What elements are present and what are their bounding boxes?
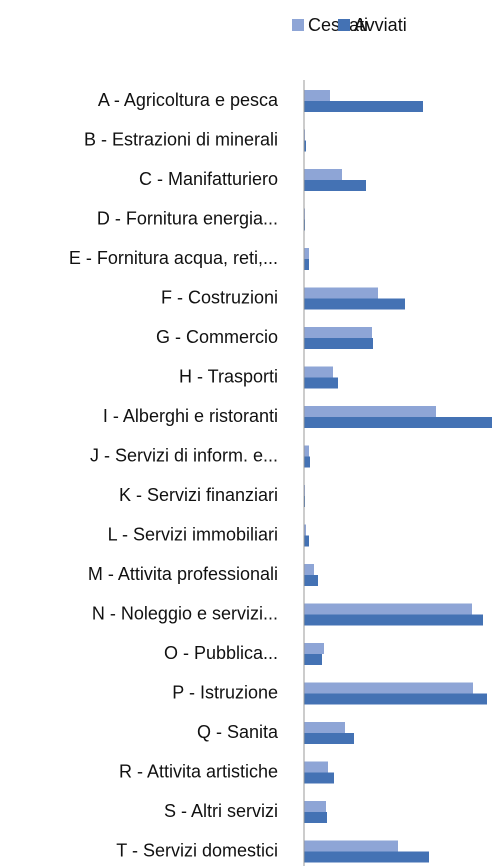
- bar: [304, 575, 318, 586]
- y-tick-label: T - Servizi domestici: [116, 840, 278, 860]
- bar: [304, 180, 366, 191]
- bar: [304, 614, 483, 626]
- legend-swatch: [338, 19, 350, 31]
- y-tick-label: Q - Sanita: [197, 722, 279, 742]
- bar: [304, 456, 310, 468]
- y-tick-label: C - Manifatturiero: [139, 169, 278, 189]
- legend-swatch: [292, 19, 304, 31]
- y-tick-label: G - Commercio: [156, 327, 278, 347]
- y-tick-label: S - Altri servizi: [164, 801, 278, 821]
- bar: [304, 761, 328, 773]
- bar: [304, 524, 306, 536]
- y-tick-label: L - Servizi immobiliari: [108, 524, 278, 544]
- bar: [304, 654, 322, 665]
- bar: [304, 417, 492, 428]
- bar: [304, 812, 327, 823]
- bar: [304, 722, 345, 733]
- bar: [304, 140, 306, 152]
- y-tick-label: O - Pubblica...: [164, 643, 278, 663]
- bar: [304, 643, 324, 654]
- y-tick-label: P - Istruzione: [172, 682, 278, 702]
- y-tick-label: H - Trasporti: [179, 366, 278, 386]
- bar: [304, 90, 330, 101]
- bar: [304, 693, 487, 705]
- y-tick-label: I - Alberghi e ristoranti: [103, 406, 278, 426]
- bar: [304, 377, 338, 389]
- bar: [304, 840, 398, 852]
- bar: [304, 287, 378, 299]
- y-tick-label: J - Servizi di inform. e...: [90, 445, 278, 465]
- y-tick-label: K - Servizi finanziari: [119, 485, 278, 505]
- y-tick-label: D - Fornitura energia...: [97, 208, 278, 228]
- y-tick-label: A - Agricoltura e pesca: [98, 90, 279, 110]
- y-tick-label: M - Attivita professionali: [88, 564, 278, 584]
- bar: [304, 603, 472, 615]
- bar: [304, 327, 372, 338]
- bar: [304, 772, 334, 784]
- y-tick-label: N - Noleggio e servizi...: [92, 603, 278, 623]
- bar: [304, 851, 429, 863]
- bar: [304, 535, 309, 547]
- bar: [304, 366, 333, 378]
- y-tick-label: F - Costruzioni: [161, 287, 278, 307]
- y-tick-label: B - Estrazioni di minerali: [84, 129, 278, 149]
- y-tick-label: R - Attivita artistiche: [119, 761, 278, 781]
- bar: [304, 406, 436, 417]
- bar: [304, 248, 309, 259]
- bar: [304, 733, 354, 744]
- legend-label: Avviati: [354, 15, 407, 35]
- bar: [304, 259, 309, 270]
- bar: [304, 564, 314, 575]
- bar: [304, 801, 326, 812]
- bar: [304, 338, 373, 349]
- y-tick-label: E - Fornitura acqua, reti,...: [69, 248, 278, 268]
- bar: [304, 169, 342, 180]
- bar: [304, 298, 405, 310]
- bar: [304, 101, 423, 112]
- bar: [304, 682, 473, 694]
- bar: [304, 445, 309, 457]
